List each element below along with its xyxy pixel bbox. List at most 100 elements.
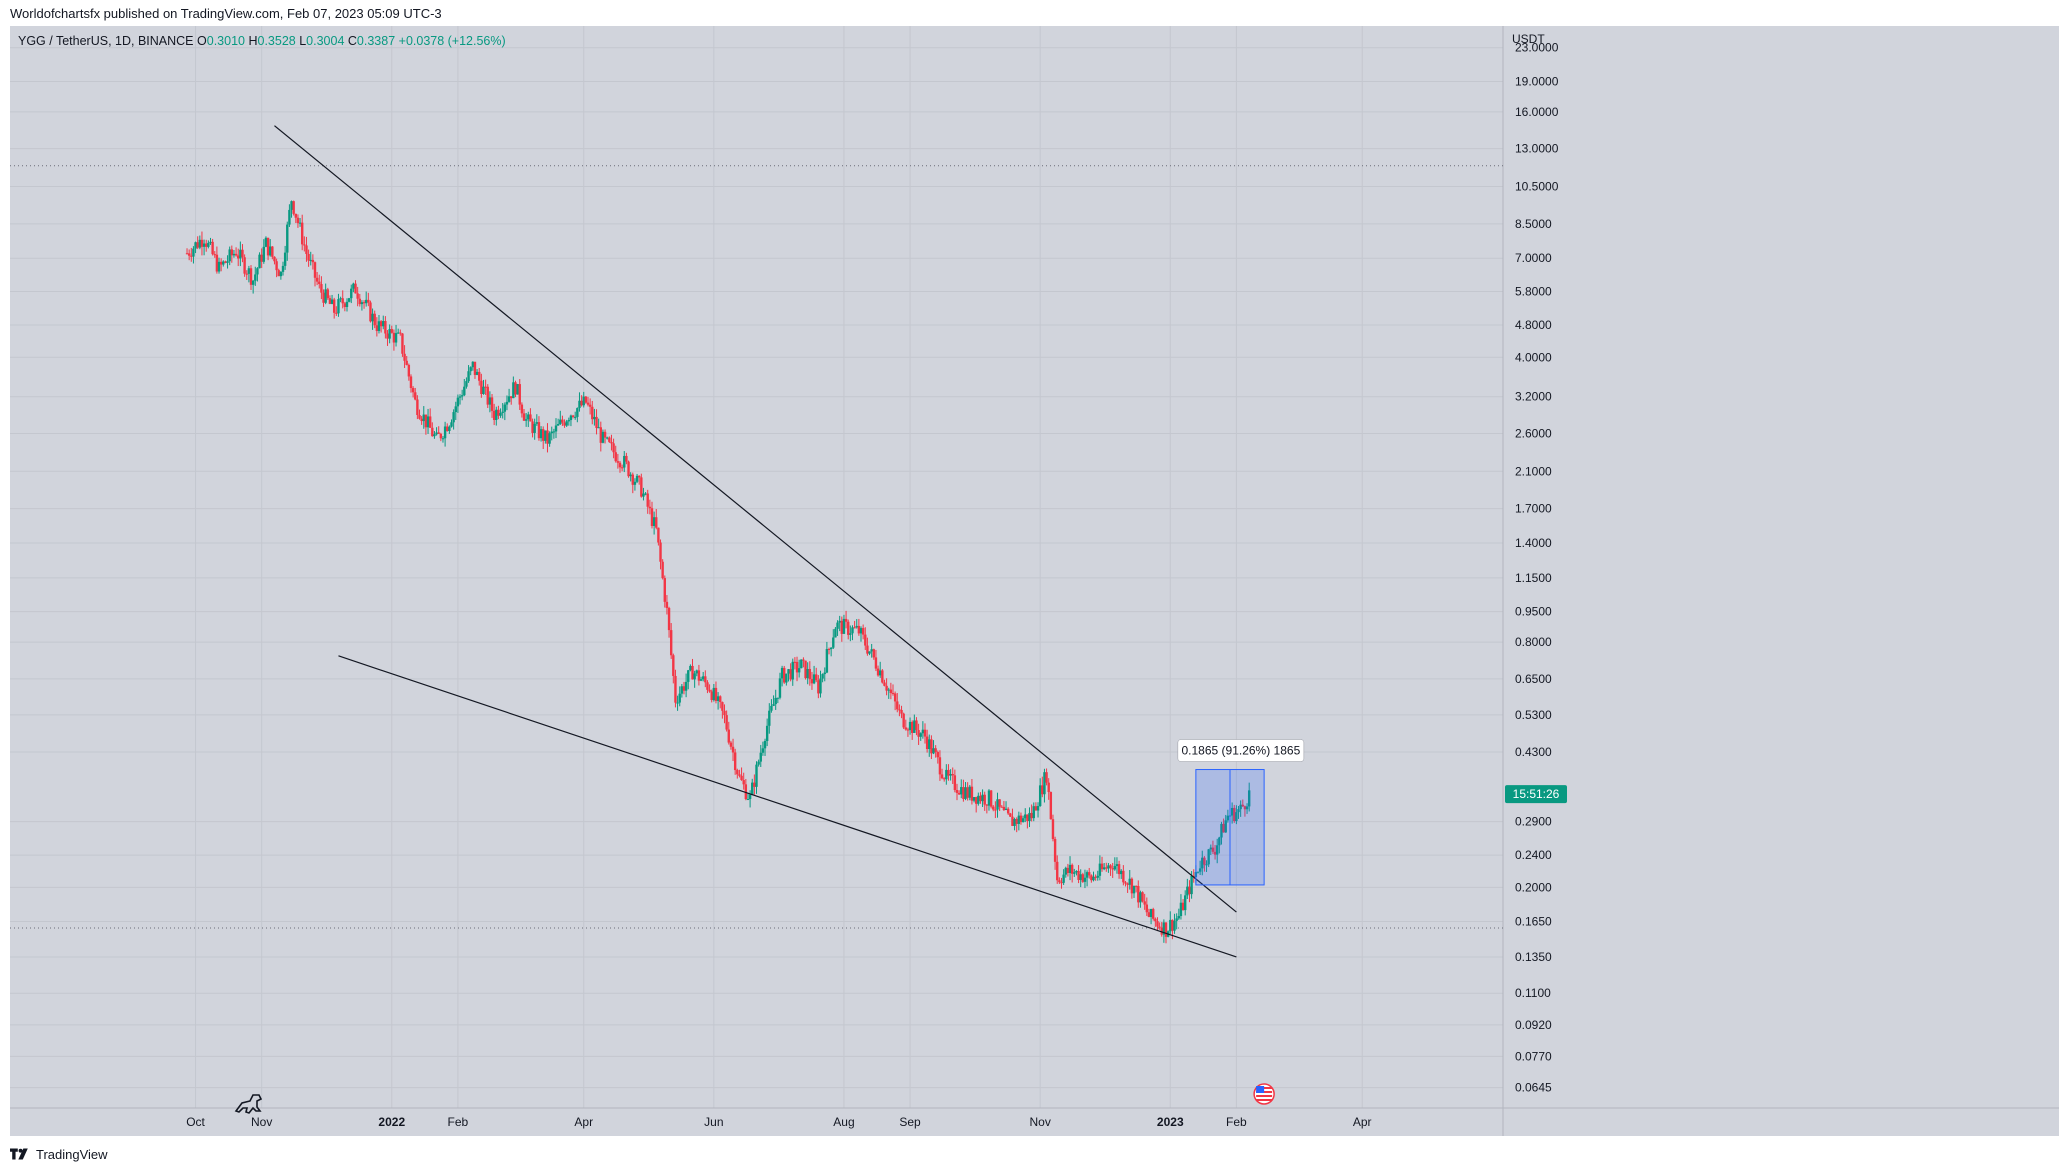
candle-body — [294, 213, 298, 218]
candle-body — [364, 299, 368, 304]
candle-body — [736, 770, 739, 775]
candle-body — [226, 261, 229, 263]
candle-body — [529, 414, 532, 422]
candle-body — [672, 655, 675, 676]
candle-body — [697, 670, 701, 681]
candle-body — [851, 627, 854, 634]
candle-body — [1100, 863, 1104, 870]
candle-body — [1070, 864, 1074, 874]
candle-body — [616, 461, 620, 463]
countdown-label: 15:51:26 — [1513, 787, 1560, 801]
high-value: 0.3528 — [257, 34, 296, 48]
candle-body — [625, 455, 628, 462]
candle-body — [921, 729, 925, 734]
candle-body — [669, 630, 673, 656]
candle-body — [1098, 863, 1102, 876]
candle-body — [386, 333, 389, 339]
candle-body — [992, 806, 995, 810]
candle-body — [275, 261, 278, 271]
candle-body — [657, 527, 660, 543]
candle-body — [757, 761, 760, 765]
candle-body — [1186, 886, 1189, 896]
candle-body — [889, 689, 893, 693]
candle-body — [516, 384, 519, 395]
candle-body — [303, 244, 306, 246]
candle-body — [1218, 837, 1221, 846]
us-flag-canton — [1256, 1086, 1265, 1093]
candle-body — [554, 425, 558, 432]
candle-body — [448, 426, 451, 431]
candle-body — [1013, 819, 1016, 826]
candle-body — [390, 329, 393, 333]
candle-body — [437, 432, 440, 434]
candle-body — [207, 242, 210, 247]
candle-body — [405, 360, 408, 365]
candle-body — [550, 431, 553, 434]
y-tick-label: 1.7000 — [1515, 502, 1552, 516]
candle-body — [1230, 807, 1234, 816]
dino-icon — [234, 1094, 263, 1114]
candle-body — [979, 795, 982, 802]
candle-body — [1068, 864, 1072, 873]
candle-body — [591, 406, 594, 420]
candle-body — [640, 477, 643, 497]
tradingview-logo-icon[interactable] — [10, 1148, 30, 1160]
candle-body — [614, 452, 617, 462]
high-label: H — [248, 34, 258, 48]
candle-body — [411, 388, 415, 393]
candle-body — [362, 302, 366, 304]
candle-body — [1205, 864, 1208, 866]
candle-body — [537, 422, 541, 439]
candle-body — [817, 680, 820, 694]
candle-body — [1041, 785, 1044, 795]
candle-body — [849, 633, 852, 635]
candle-body — [748, 794, 752, 800]
open-value: 0.3010 — [206, 34, 245, 48]
candle-body — [247, 268, 251, 274]
candle-body — [1235, 812, 1238, 822]
candle-body — [345, 301, 349, 307]
candle-body — [655, 517, 658, 528]
candle-body — [687, 670, 690, 682]
candle-body — [185, 253, 189, 255]
candle-body — [527, 414, 530, 420]
candle-body — [650, 508, 654, 526]
chart-area[interactable]: USDT 23.0000 19.0000 16.0000 13.0000 10.5000 8… — [10, 26, 2059, 1136]
candle-body — [384, 321, 387, 334]
y-tick-label: 2.6000 — [1515, 426, 1552, 440]
candle-body — [322, 292, 325, 303]
candle-body — [847, 621, 850, 635]
x-tick-label: Apr — [1353, 1115, 1372, 1129]
candle-body — [945, 769, 948, 780]
candle-body — [883, 682, 886, 686]
candle-body — [870, 649, 873, 652]
candle-body — [324, 289, 327, 303]
candle-body — [1211, 847, 1215, 852]
candle-body — [857, 625, 861, 634]
candle-body — [217, 261, 221, 272]
candle-body — [853, 627, 856, 629]
candle-body — [371, 313, 374, 322]
candle-body — [1053, 839, 1057, 862]
candle-body — [985, 804, 989, 806]
candle-body — [1220, 823, 1223, 838]
x-tick-label: 2023 — [1157, 1115, 1184, 1129]
candle-body — [407, 364, 411, 377]
candle-body — [893, 693, 897, 702]
candle-body — [1188, 886, 1191, 895]
candle-body — [542, 429, 545, 441]
candle-body — [949, 773, 952, 776]
candle-body — [249, 268, 253, 285]
y-tick-label: 3.2000 — [1515, 390, 1552, 404]
candle-body — [844, 618, 848, 622]
candle-body — [842, 618, 846, 634]
candle-body — [1026, 814, 1029, 822]
candle-body — [499, 412, 502, 416]
candle-body — [601, 431, 605, 443]
y-tick-label: 0.9500 — [1515, 605, 1552, 619]
candle-body — [382, 321, 385, 327]
footer-brand[interactable]: TradingView — [36, 1146, 108, 1162]
candle-body — [1224, 820, 1227, 833]
candle-body — [484, 386, 487, 388]
